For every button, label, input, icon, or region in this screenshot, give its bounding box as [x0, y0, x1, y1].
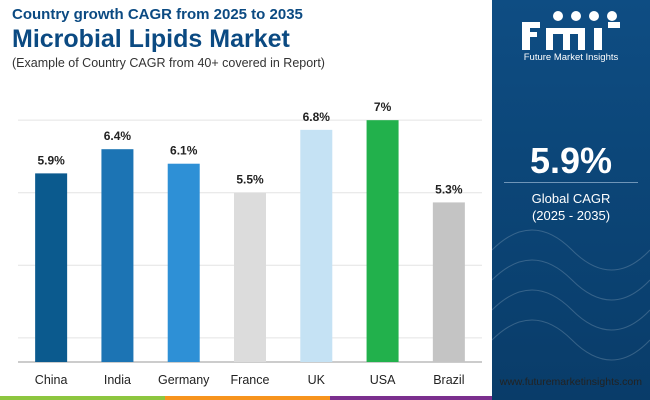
panel-divider	[504, 182, 638, 183]
data-label-brazil: 5.3%	[435, 182, 463, 196]
global-cagr-range: (2025 - 2035)	[531, 208, 611, 223]
tick-label-china: China	[35, 373, 68, 387]
website-link[interactable]: www.futuremarketinsights.com	[499, 376, 642, 388]
global-cagr-label: Global CAGR	[531, 191, 611, 206]
bar-brazil	[432, 202, 465, 362]
bar-chart: 5.9% China 6.4% India 6.1% Germany 5.5% France 6…	[18, 100, 482, 387]
data-label-india: 6.4%	[104, 129, 132, 143]
chart-subtitle: Country growth CAGR from 2025 to 2035	[12, 6, 303, 23]
bar-uk	[300, 129, 333, 362]
bottom-color-strip	[0, 396, 492, 400]
bar-germany	[167, 163, 200, 362]
strip-segment-purple	[330, 396, 492, 400]
global-cagr-value: 5.9%	[529, 140, 613, 181]
bar-china	[35, 173, 68, 362]
chart-header: Country growth CAGR from 2025 to 2035 Mi…	[12, 6, 482, 71]
tick-label-france: France	[231, 373, 270, 387]
fmi-logo-icon	[522, 11, 620, 50]
data-label-china: 5.9%	[37, 153, 65, 167]
strip-segment-green	[0, 396, 165, 400]
chart-area: 5.9% China 6.4% India 6.1% Germany 5.5% France 6…	[0, 86, 490, 395]
wave-decoration-icon	[492, 229, 650, 361]
bar-india	[101, 149, 134, 362]
tick-label-usa: USA	[370, 373, 396, 387]
bar-usa	[366, 120, 399, 362]
side-panel: Future Market Insights 5.9% Global CAGR …	[492, 0, 650, 400]
tick-label-uk: UK	[308, 373, 326, 387]
data-label-uk: 6.8%	[303, 110, 331, 124]
logo-text: Future Market Insights	[523, 52, 619, 63]
chart-title: Microbial Lipids Market	[12, 25, 290, 53]
fmi-logo: Future Market Insights	[512, 8, 630, 72]
tick-label-brazil: Brazil	[433, 373, 464, 387]
chart-caption: (Example of Country CAGR from 40+ covere…	[12, 56, 325, 70]
tick-label-germany: Germany	[158, 373, 210, 387]
data-label-usa: 7%	[374, 100, 392, 114]
data-label-france: 5.5%	[236, 173, 264, 187]
strip-segment-orange	[165, 396, 330, 400]
data-label-germany: 6.1%	[170, 144, 198, 158]
bar-france	[234, 192, 266, 362]
tick-label-india: India	[104, 373, 131, 387]
